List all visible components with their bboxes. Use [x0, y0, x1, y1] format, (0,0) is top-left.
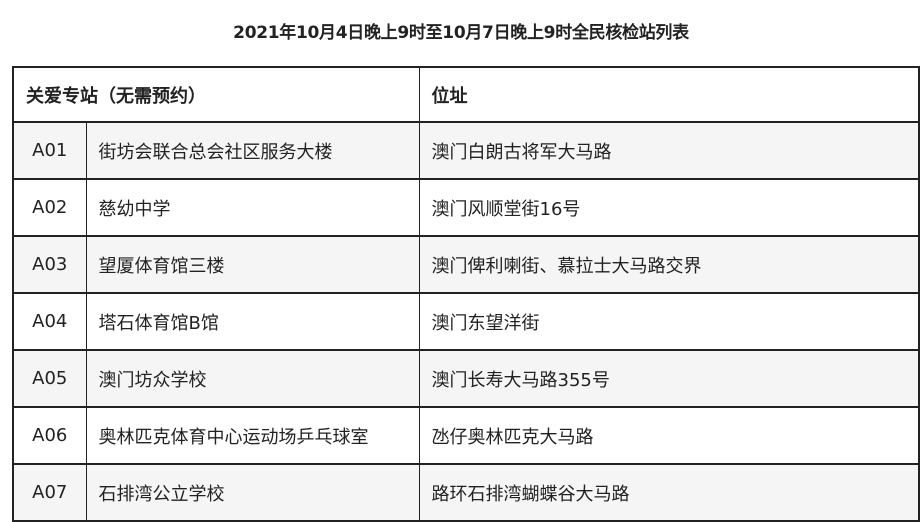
station-address: 澳门白朗古将军大马路 [418, 121, 920, 180]
station-name: 街坊会联合总会社区服务大楼 [85, 121, 420, 180]
station-name: 奥林匹克体育中心运动场乒乓球室 [85, 406, 420, 465]
table-row: A04 塔石体育馆B馆 澳门东望洋街 [12, 292, 920, 351]
table-header-row: 关爱专站（无需预约） 位址 [12, 66, 920, 123]
table-row: A07 石排湾公立学校 路环石排湾蝴蝶谷大马路 [12, 463, 920, 522]
table-row: A01 街坊会联合总会社区服务大楼 澳门白朗古将军大马路 [12, 121, 920, 180]
table-row: A03 望厦体育馆三楼 澳门俾利喇街、慕拉士大马路交界 [12, 235, 920, 294]
page-title: 2021年10月4日晚上9时至10月7日晚上9时全民核检站列表 [233, 23, 689, 43]
station-address: 澳门东望洋街 [418, 292, 920, 351]
table-row: A06 奥林匹克体育中心运动场乒乓球室 氹仔奥林匹克大马路 [12, 406, 920, 465]
station-name: 澳门坊众学校 [85, 349, 420, 408]
station-address: 澳门风顺堂街16号 [418, 178, 920, 237]
header-station: 关爱专站（无需预约） [12, 66, 420, 123]
header-address: 位址 [418, 66, 920, 123]
table-row: A02 慈幼中学 澳门风顺堂街16号 [12, 178, 920, 237]
station-code: A02 [12, 178, 87, 237]
station-address: 氹仔奥林匹克大马路 [418, 406, 920, 465]
station-name: 慈幼中学 [85, 178, 420, 237]
station-code: A05 [12, 349, 87, 408]
station-code: A07 [12, 463, 87, 522]
station-name: 石排湾公立学校 [85, 463, 420, 522]
station-code: A06 [12, 406, 87, 465]
table-row: A05 澳门坊众学校 澳门长寿大马路355号 [12, 349, 920, 408]
station-address: 澳门长寿大马路355号 [418, 349, 920, 408]
station-code: A04 [12, 292, 87, 351]
testing-stations-table: 关爱专站（无需预约） 位址 A01 街坊会联合总会社区服务大楼 澳门白朗古将军大马路… [12, 66, 920, 522]
station-code: A01 [12, 121, 87, 180]
station-name: 望厦体育馆三楼 [85, 235, 420, 294]
station-address: 澳门俾利喇街、慕拉士大马路交界 [418, 235, 920, 294]
station-address: 路环石排湾蝴蝶谷大马路 [418, 463, 920, 522]
station-name: 塔石体育馆B馆 [85, 292, 420, 351]
station-code: A03 [12, 235, 87, 294]
